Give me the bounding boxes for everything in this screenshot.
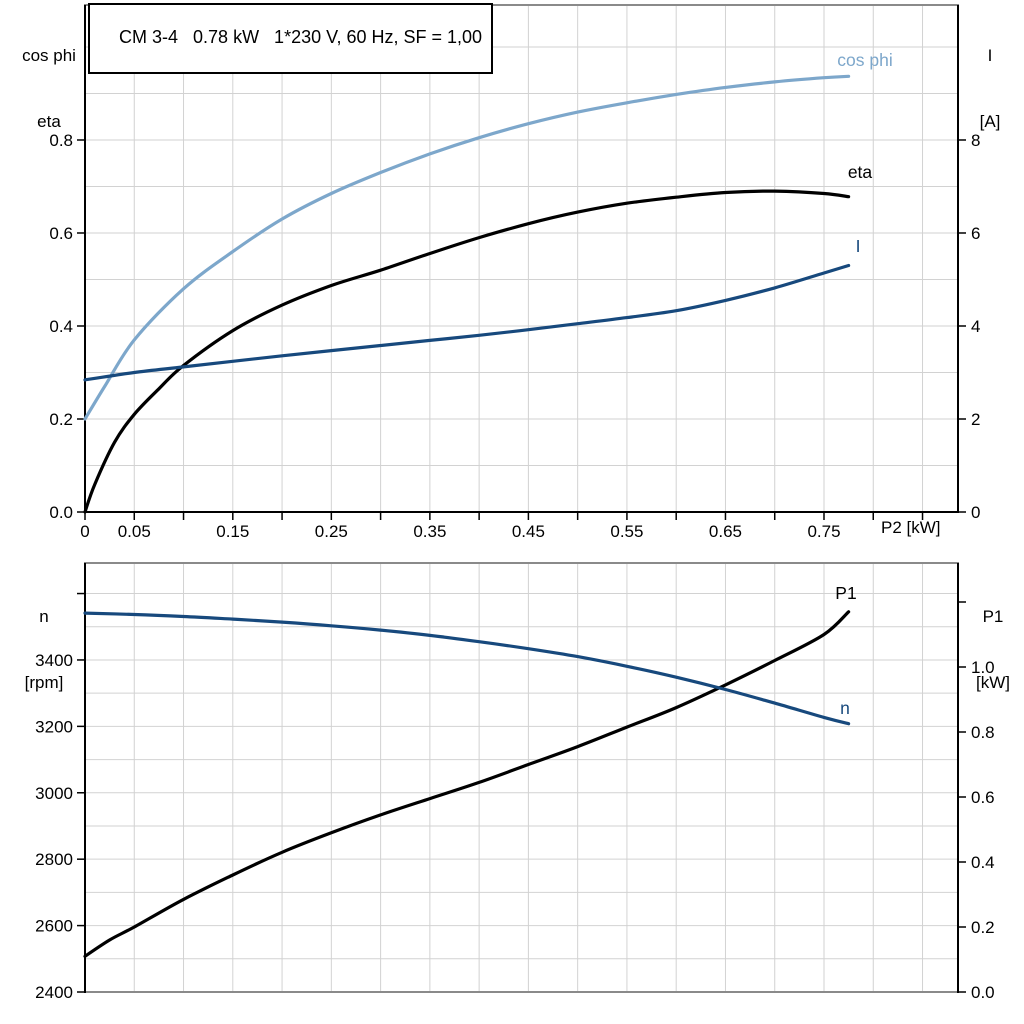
axis-label-current-unit: [A] <box>979 112 1001 131</box>
y-axis-right-tick-label: 6 <box>971 224 980 243</box>
y-axis-left-tick-label: 3400 <box>35 651 73 670</box>
top-chart: 0 0.05 0.15 0.25 0.35 0.45 0.55 0.65 0.75 0.0 0.2 0… <box>49 4 980 541</box>
y-axis-right-tick-label: 0.6 <box>971 788 995 807</box>
n-curve <box>83 611 851 726</box>
i-curve-label: I <box>856 236 861 256</box>
top-right-axis-labels: I [A] <box>964 1 1016 177</box>
y-axis-right-tick-label: 0.4 <box>971 853 995 872</box>
axis-label-eta: eta <box>37 112 61 131</box>
axis-label-speed: n <box>39 607 49 626</box>
y-axis-right-tick-label: 0.2 <box>971 918 995 937</box>
axis-label-cos-phi: cos phi <box>22 46 76 65</box>
bottom-chart: 2400 2600 2800 3000 3200 3400 0.0 0.2 0.4 0.6 0.8 1… <box>35 562 995 1002</box>
top-left-axis-labels: cos phi eta <box>9 1 89 177</box>
bottom-left-axis-labels: n [rpm] <box>2 562 86 738</box>
y-axis-left-tick-label: 0.2 <box>49 410 73 429</box>
y-axis-right-tick-label: 4 <box>971 317 980 336</box>
x-axis-tick-label: 0.75 <box>807 522 840 541</box>
eta-curve <box>83 189 851 514</box>
p1-curve-label: P1 <box>835 583 856 603</box>
x-axis-tick-label: 0.55 <box>610 522 643 541</box>
y-axis-left-tick-label: 0.8 <box>49 131 73 150</box>
axis-label-p1-unit: [kW] <box>976 673 1010 692</box>
x-axis-tick-label: 0.25 <box>315 522 348 541</box>
y-axis-left-tick-label: 2400 <box>35 983 73 1002</box>
y-axis-right-tick-label: 8 <box>971 131 980 150</box>
cos-phi-curve <box>83 74 851 421</box>
y-axis-left-tick-label: 2800 <box>35 850 73 869</box>
y-axis-left-tick-label: 0.0 <box>49 503 73 522</box>
y-axis-right-tick-label: 1.0 <box>971 658 995 677</box>
x-axis-tick-label: 0 <box>80 522 89 541</box>
chart-title: CM 3-4 0.78 kW 1*230 V, 60 Hz, SF = 1,00 <box>119 27 483 47</box>
x-axis-tick-label: 0.15 <box>216 522 249 541</box>
y-axis-right-tick-label: 0 <box>971 503 980 522</box>
y-axis-right-tick-label: 2 <box>971 410 980 429</box>
i-curve <box>83 263 851 382</box>
y-axis-right-tick-label: 0.0 <box>971 983 995 1002</box>
x-axis-tick-label: 0.05 <box>118 522 151 541</box>
x-axis-tick-label: 0.35 <box>413 522 446 541</box>
bottom-right-axis-labels: P1 [kW] <box>964 562 1022 738</box>
chart-title-box: CM 3-4 0.78 kW 1*230 V, 60 Hz, SF = 1,00 <box>88 3 494 74</box>
axis-label-current: I <box>987 46 993 65</box>
p1-curve <box>83 610 851 958</box>
axis-label-speed-unit: [rpm] <box>24 673 64 692</box>
axis-label-p1: P1 <box>982 607 1004 626</box>
y-axis-left-tick-label: 2600 <box>35 917 73 936</box>
eta-curve-label: eta <box>848 162 873 182</box>
x-axis-tick-label: 0.65 <box>709 522 742 541</box>
y-axis-left-tick-label: 0.6 <box>49 224 73 243</box>
y-axis-right-tick-label: 0.8 <box>971 723 995 742</box>
n-curve-label: n <box>840 698 850 718</box>
x-axis-tick-label: 0.45 <box>512 522 545 541</box>
x-axis-unit-label: P2 [kW] <box>881 518 941 537</box>
cos-phi-curve-label: cos phi <box>837 50 892 70</box>
y-axis-left-tick-label: 0.4 <box>49 317 73 336</box>
y-axis-left-tick-label: 3200 <box>35 717 73 736</box>
y-axis-left-tick-label: 3000 <box>35 784 73 803</box>
